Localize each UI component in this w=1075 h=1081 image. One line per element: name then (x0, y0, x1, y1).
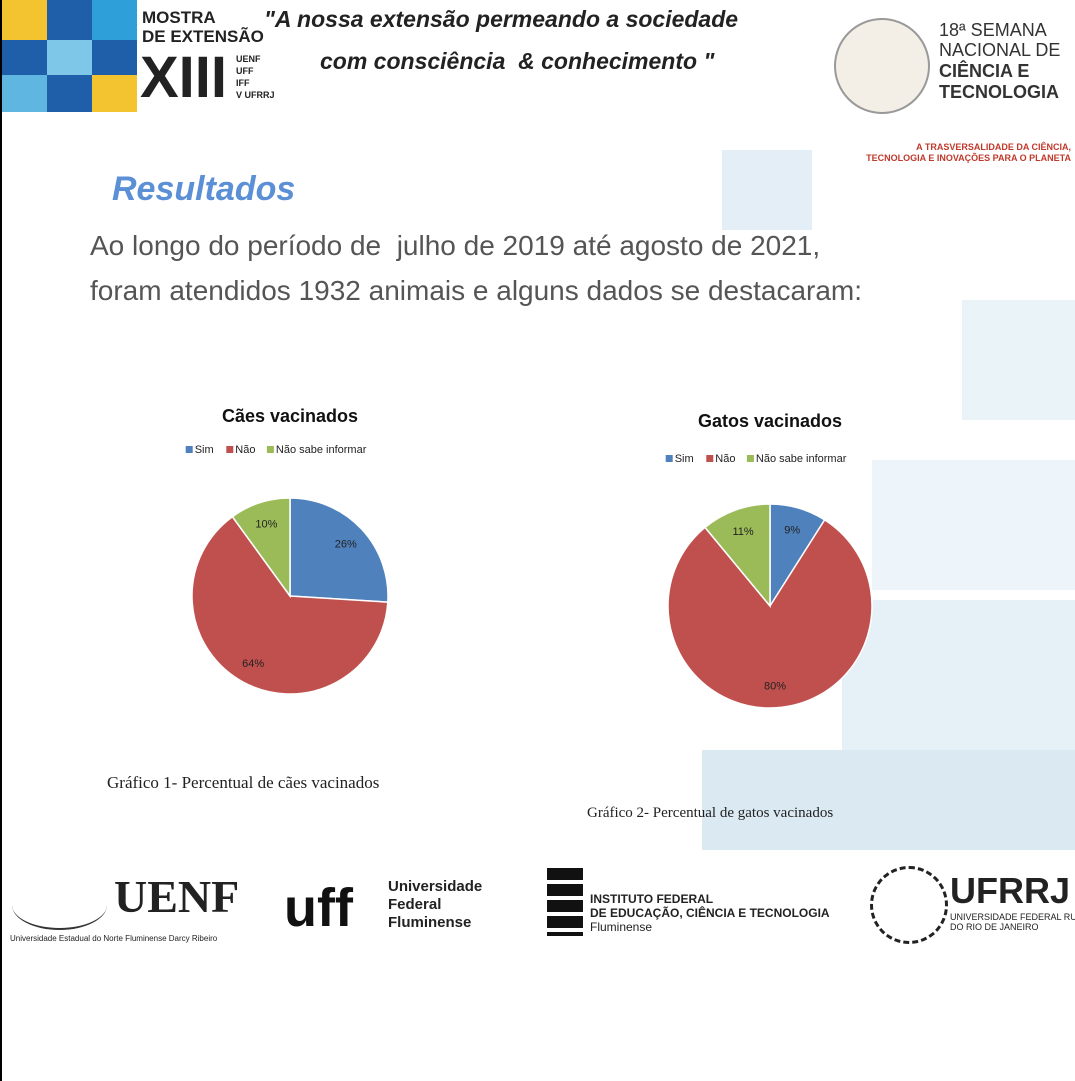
logo-text: Universidade Estadual do Norte Fluminens… (10, 934, 217, 943)
logo-text: DO RIO DE JANEIRO (950, 922, 1039, 932)
legend-label: Não (235, 444, 255, 456)
ufrrj-emblem (870, 866, 948, 944)
legend-swatch (226, 446, 233, 453)
uenf-emblem (12, 880, 107, 930)
legend-swatch (706, 455, 713, 462)
logo-text: INSTITUTO FEDERAL (590, 892, 713, 906)
logo-text: uff (284, 880, 353, 936)
caption: Gráfico 2- Percentual de gatos vacinados (587, 805, 833, 822)
legend-label: Sim (675, 453, 694, 465)
logo-text: UFRRJ (950, 870, 1070, 912)
legend-swatch (747, 455, 754, 462)
legend-label: Não sabe informar (276, 444, 367, 456)
logo-text: UENF (114, 870, 239, 923)
data-label: 26% (335, 539, 357, 551)
caption: Gráfico 1- Percentual de cães vacinados (107, 773, 379, 793)
data-label: 80% (764, 680, 786, 692)
logo-text: Fluminense (590, 920, 652, 934)
data-label: 64% (242, 658, 264, 670)
data-label: 9% (784, 525, 800, 537)
chart-title: Gatos vacinados (698, 411, 842, 431)
legend-swatch (186, 446, 193, 453)
iff-emblem (547, 868, 583, 936)
logo-text: UNIVERSIDADE FEDERAL RURAL (950, 912, 1075, 922)
logo-text: DE EDUCAÇÃO, CIÊNCIA E TECNOLOGIA (590, 906, 830, 920)
legend-swatch (267, 446, 274, 453)
chart-title: Cães vacinados (222, 406, 358, 426)
data-label: 10% (255, 518, 277, 530)
logo-text: Universidade (388, 878, 482, 895)
logo-text: Fluminense (388, 914, 471, 931)
logo-text: Federal (388, 896, 441, 913)
legend-swatch (666, 455, 673, 462)
slide: MOSTRA DE EXTENSÃO XIII UENF UFF IFF V U… (0, 0, 1075, 1081)
legend-label: Não sabe informar (756, 453, 847, 465)
legend-label: Não (715, 453, 735, 465)
data-label: 11% (732, 526, 753, 538)
legend-label: Sim (195, 444, 214, 456)
